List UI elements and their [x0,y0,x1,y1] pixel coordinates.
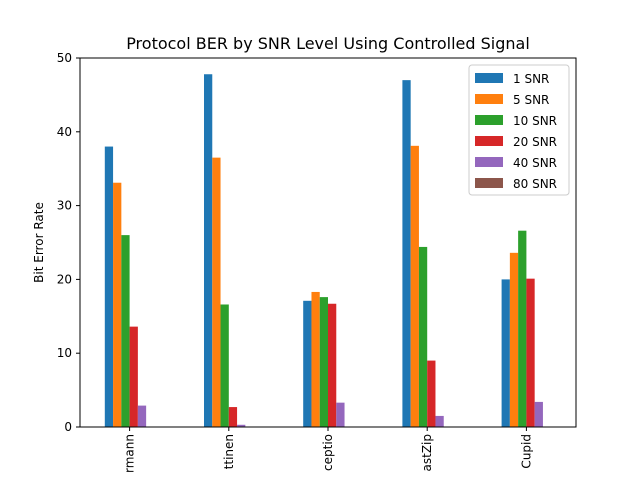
bar-10-snr-astzip [418,246,428,427]
legend-swatch [475,94,503,104]
bar-5-snr-rmann [113,182,122,427]
y-tick-label: 30 [57,199,72,213]
legend-swatch [475,178,503,188]
bars-group [104,74,543,428]
bar-40-snr-cupid [534,401,543,427]
legend-swatch [475,115,503,125]
x-tick-label: ttinen [222,434,236,469]
legend-swatch [475,136,503,146]
x-tick-label: astZip [420,434,434,471]
x-axis: rmann ttinen ceptio astZip Cupid [123,427,533,473]
bar-1-snr-astzip [402,80,411,427]
bar-40-snr-ttinen [237,424,246,427]
bar-5-snr-ttinen [212,157,221,427]
bar-20-snr-rmann [129,326,138,427]
bar-10-snr-ttinen [220,304,229,427]
y-axis-label: Bit Error Rate [32,202,46,283]
x-tick-label: ceptio [321,434,335,471]
legend-label: 80 SNR [513,177,557,191]
legend-label: 20 SNR [513,135,557,149]
bar-20-snr-cupid [526,278,535,427]
bar-20-snr-ceptio [328,303,337,427]
bar-5-snr-cupid [509,252,519,427]
bar-1-snr-ceptio [303,300,312,427]
legend-label: 40 SNR [513,156,557,170]
legend-label: 1 SNR [513,72,549,86]
y-axis: 0 10 20 30 40 50 [57,51,80,434]
y-tick-label: 10 [57,346,72,360]
y-tick-label: 20 [57,272,72,286]
legend-swatch [475,73,503,83]
bar-40-snr-ceptio [336,402,345,427]
bar-1-snr-cupid [501,279,510,427]
chart-title: Protocol BER by SNR Level Using Controll… [126,34,530,53]
bar-20-snr-ttinen [228,407,238,427]
bar-10-snr-cupid [518,230,527,427]
x-tick-label: rmann [123,434,137,473]
legend-label: 5 SNR [513,93,549,107]
bar-5-snr-ceptio [311,291,320,427]
x-tick-label: Cupid [519,434,533,469]
bar-40-snr-rmann [137,405,147,427]
y-tick-label: 50 [57,51,72,65]
y-tick-label: 0 [64,420,72,434]
legend-swatch [475,157,503,167]
legend-label: 10 SNR [513,114,557,128]
y-tick-label: 40 [57,125,72,139]
bar-10-snr-rmann [121,235,130,427]
bar-40-snr-astzip [435,415,444,427]
bar-5-snr-astzip [410,145,419,427]
bar-10-snr-ceptio [319,297,328,427]
bar-1-snr-rmann [104,146,114,427]
bar-20-snr-astzip [427,360,436,427]
bar-1-snr-ttinen [204,74,213,428]
legend: 1 SNR 5 SNR 10 SNR 20 SNR 40 SNR 80 SNR [468,64,570,196]
